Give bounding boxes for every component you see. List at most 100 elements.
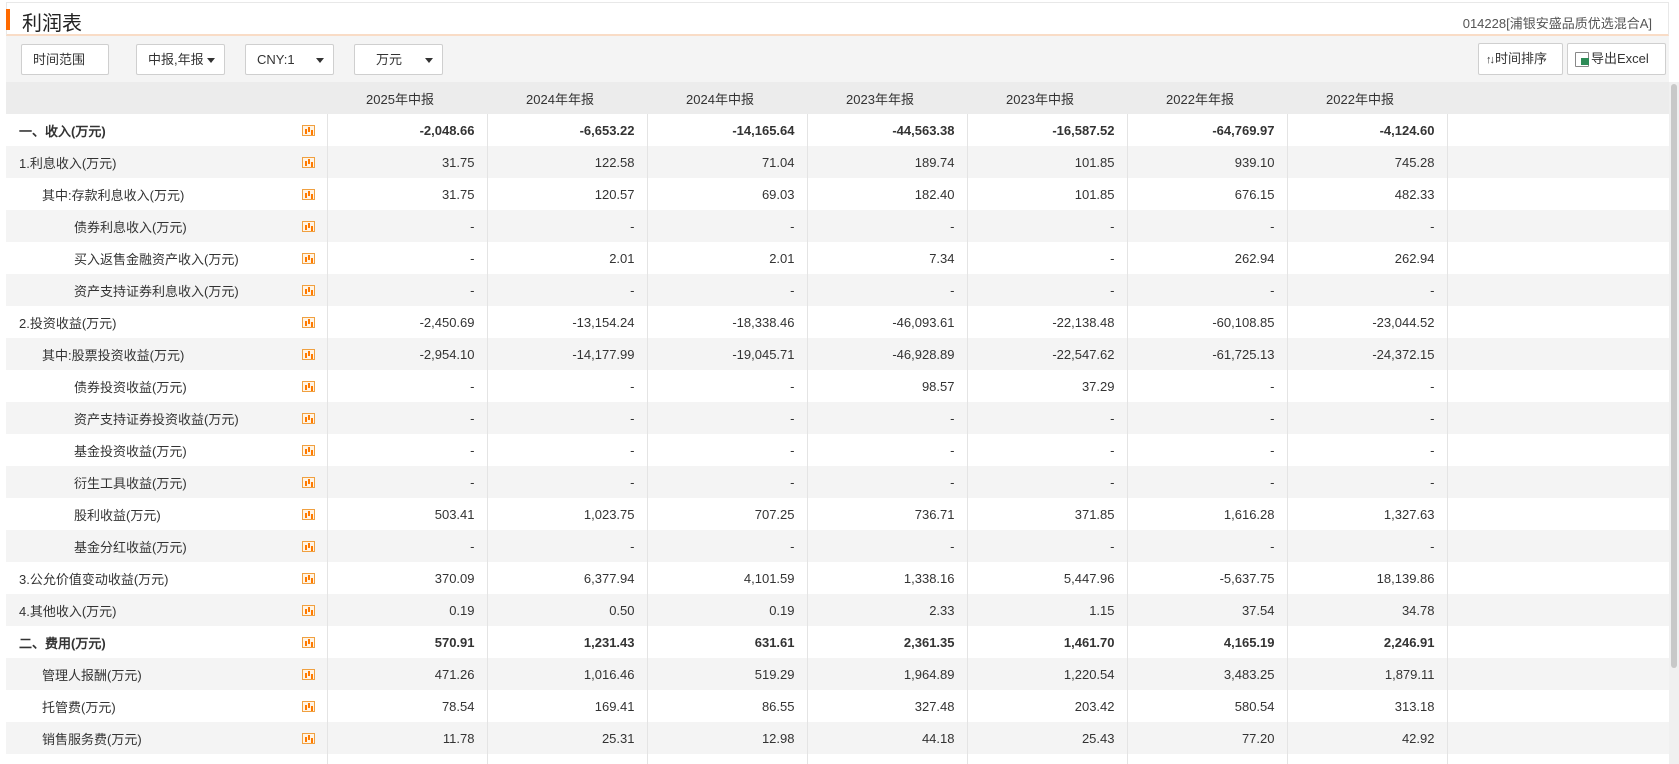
bar-chart-icon[interactable]: [301, 637, 315, 648]
row-label-cell: 资产支持证券利息收入(万元): [6, 274, 328, 306]
bar-chart-icon[interactable]: [301, 157, 315, 168]
value-cell: 0.19: [647, 594, 808, 626]
unit-select[interactable]: 万元: [354, 44, 443, 75]
value-cell: -: [807, 402, 968, 434]
income-statement-table: 2025年中报 2024年年报 2024年中报 2023年年报 2023年中报 2022年…: [6, 82, 1669, 764]
export-excel-label: 导出Excel: [1591, 51, 1649, 66]
value-cell: 37.29: [967, 370, 1128, 402]
bar-chart-icon[interactable]: [301, 605, 315, 616]
bar-chart-icon[interactable]: [301, 349, 315, 360]
bar-chart-icon[interactable]: [301, 221, 315, 232]
table-body: 一、收入(万元) -2,048.66 -6,653.22 -14,165.64 -44,…: [6, 114, 1669, 764]
sort-icon: ↑↓: [1486, 53, 1495, 66]
time-range-button[interactable]: 时间范围: [21, 44, 109, 75]
time-sort-label: 时间排序: [1495, 51, 1548, 66]
time-range-label: 时间范围: [33, 52, 86, 67]
currency-value: CNY:1: [257, 52, 295, 67]
value-cell: -: [807, 434, 968, 466]
bar-chart-icon[interactable]: [301, 701, 315, 712]
bar-chart-icon[interactable]: [301, 189, 315, 200]
bar-chart-icon[interactable]: [301, 669, 315, 680]
value-cell: [327, 754, 488, 764]
vertical-scrollbar[interactable]: [1669, 82, 1679, 764]
table-row: 买入返售金融资产收入(万元) -2.01 2.01 7.34-262.94 262.94: [6, 242, 1669, 274]
table-row: 基金分红收益(万元) - - - - - - -: [6, 530, 1669, 562]
row-label: 2.投资收益(万元): [19, 315, 117, 331]
bar-chart-icon[interactable]: [301, 509, 315, 520]
value-cell: 631.61: [647, 626, 808, 658]
value-cell: 370.09: [327, 562, 488, 594]
value-cell: 313.18: [1287, 690, 1448, 722]
bar-chart-icon[interactable]: [301, 381, 315, 392]
filler-cell: [1447, 242, 1669, 274]
unit-value: 万元: [376, 52, 403, 67]
report-type-select[interactable]: 中报,年报: [136, 44, 225, 75]
filler-cell: [1447, 274, 1669, 306]
filler-cell: [1447, 178, 1669, 210]
row-label: 买入返售金融资产收入(万元): [74, 251, 239, 267]
value-cell: -: [1127, 210, 1288, 242]
value-cell: -: [1287, 530, 1448, 562]
bar-chart-icon[interactable]: [301, 253, 315, 264]
value-cell: 71.04: [647, 146, 808, 178]
value-cell: 3,483.25: [1127, 658, 1288, 690]
value-cell: [1287, 754, 1448, 764]
column-header: 2022年年报: [1166, 91, 1234, 107]
filler-cell: [1447, 594, 1669, 626]
scrollbar-thumb[interactable]: [1671, 84, 1677, 668]
chevron-down-icon: [207, 58, 215, 63]
value-cell: [967, 754, 1128, 764]
value-cell: 34.78: [1287, 594, 1448, 626]
value-cell: 42.92: [1287, 722, 1448, 754]
value-cell: -: [487, 434, 648, 466]
value-cell: -: [1127, 274, 1288, 306]
row-label: 销售服务费(万元): [42, 731, 142, 747]
row-label-cell: 股利收益(万元): [6, 498, 328, 530]
excel-icon: [1575, 52, 1589, 68]
value-cell: -: [967, 210, 1128, 242]
value-cell: 189.74: [807, 146, 968, 178]
row-label: 资产支持证券利息收入(万元): [74, 283, 239, 299]
value-cell: 580.54: [1127, 690, 1288, 722]
currency-select[interactable]: CNY:1: [245, 44, 334, 75]
value-cell: 1,023.75: [487, 498, 648, 530]
value-cell: -: [327, 370, 488, 402]
filler-cell: [1447, 530, 1669, 562]
bar-chart-icon[interactable]: [301, 285, 315, 296]
bar-chart-icon[interactable]: [301, 573, 315, 584]
time-sort-button[interactable]: ↑↓ 时间排序: [1478, 43, 1563, 75]
value-cell: -64,769.97: [1127, 114, 1288, 146]
value-cell: 2.01: [647, 242, 808, 274]
bar-chart-icon[interactable]: [301, 477, 315, 488]
value-cell: -: [1127, 466, 1288, 498]
bar-chart-icon[interactable]: [301, 125, 315, 136]
value-cell: -: [1127, 370, 1288, 402]
row-label-cell: 衍生工具收益(万元): [6, 466, 328, 498]
bar-chart-icon[interactable]: [301, 445, 315, 456]
row-label-cell: 1.利息收入(万元): [6, 146, 328, 178]
filler-cell: [1447, 402, 1669, 434]
value-cell: -: [807, 210, 968, 242]
table-row: 2.投资收益(万元) -2,450.69 -13,154.24 -18,338.46-…: [6, 306, 1669, 338]
title-accent-bar: [6, 9, 10, 30]
bar-chart-icon[interactable]: [301, 541, 315, 552]
value-cell: 707.25: [647, 498, 808, 530]
export-excel-button[interactable]: 导出Excel: [1567, 43, 1666, 75]
value-cell: 101.85: [967, 146, 1128, 178]
value-cell: 2.33: [807, 594, 968, 626]
value-cell: -: [487, 274, 648, 306]
table-row: 1.利息收入(万元) 31.75 122.58 71.04 189.74 101.85 93…: [6, 146, 1669, 178]
value-cell: 327.48: [807, 690, 968, 722]
data-table: 2025年中报 2024年年报 2024年中报 2023年年报 2023年中报 2022年…: [6, 82, 1669, 764]
value-cell: 4,101.59: [647, 562, 808, 594]
bar-chart-icon[interactable]: [301, 413, 315, 424]
value-cell: [647, 754, 808, 764]
bar-chart-icon[interactable]: [301, 317, 315, 328]
row-label: 资产支持证券投资收益(万元): [74, 411, 239, 427]
value-cell: 0.50: [487, 594, 648, 626]
value-cell: -2,450.69: [327, 306, 488, 338]
column-header: 2023年中报: [1006, 91, 1074, 107]
value-cell: -14,177.99: [487, 338, 648, 370]
value-cell: -6,653.22: [487, 114, 648, 146]
bar-chart-icon[interactable]: [301, 733, 315, 744]
